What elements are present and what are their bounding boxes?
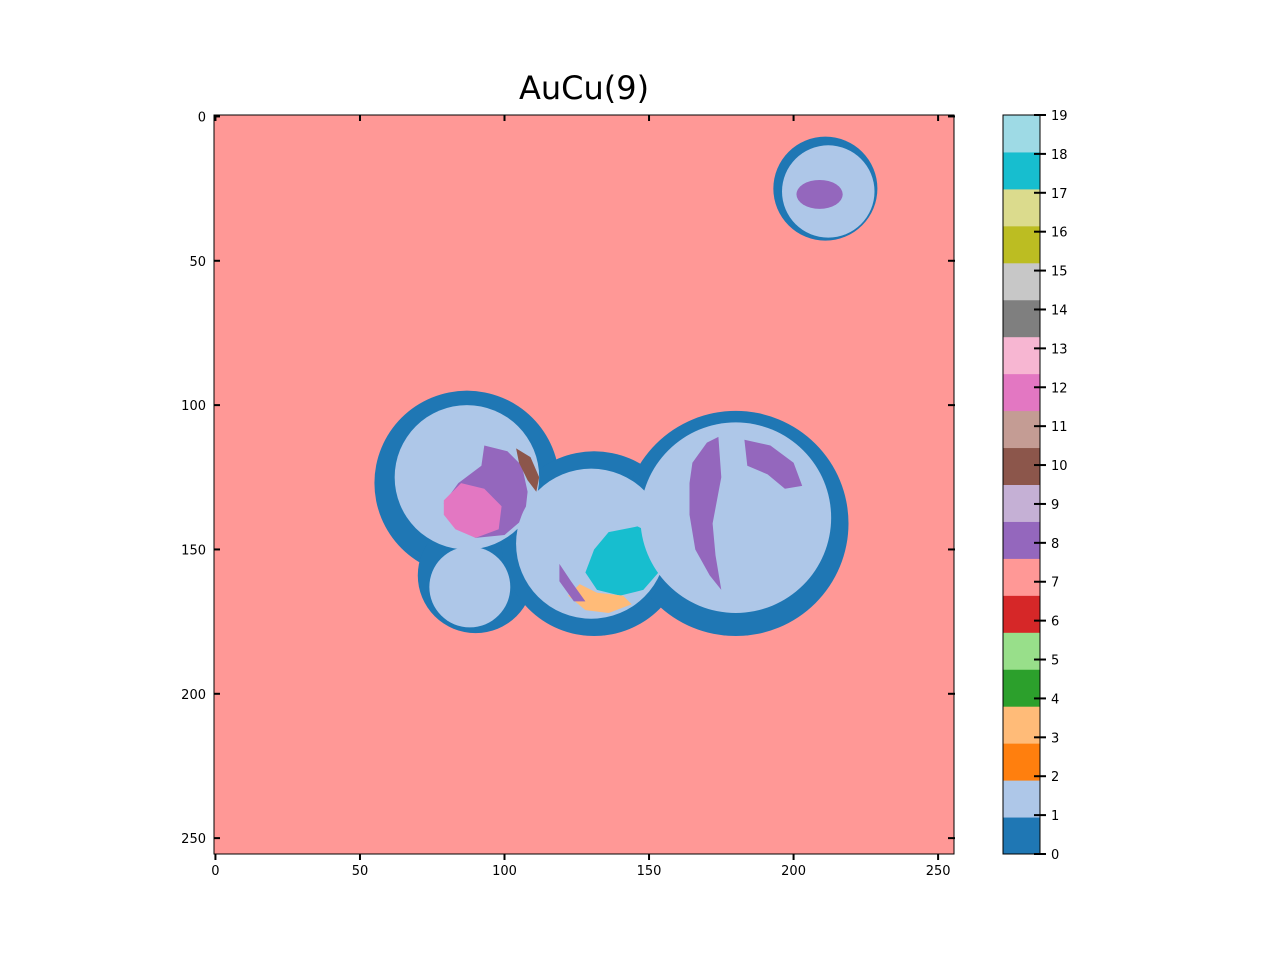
x-tick-label-150: 150 bbox=[637, 864, 662, 879]
colorbar-tick-label-12: 12 bbox=[1051, 381, 1068, 396]
x-tick-label-250: 250 bbox=[926, 864, 951, 879]
x-tick-label-50: 50 bbox=[352, 864, 369, 879]
colorbar-swatch-13 bbox=[1003, 336, 1040, 375]
colorbar-swatch-4 bbox=[1003, 669, 1040, 707]
heatmap-region-15 bbox=[559, 563, 586, 602]
colorbar-tick-label-14: 14 bbox=[1051, 303, 1068, 318]
colorbar-swatch-0 bbox=[1003, 817, 1040, 855]
heatmap-region-10 bbox=[516, 448, 540, 492]
colorbar-tick-label-3: 3 bbox=[1051, 731, 1059, 746]
colorbar-swatch-1 bbox=[1003, 780, 1040, 818]
y-tick-label-0: 0 bbox=[198, 110, 206, 125]
colorbar-swatch-7 bbox=[1003, 558, 1040, 596]
colorbar-swatch-11 bbox=[1003, 410, 1040, 449]
colorbar-tick-label-17: 17 bbox=[1051, 187, 1068, 202]
heatmap-image bbox=[214, 115, 954, 854]
colorbar-swatch-3 bbox=[1003, 706, 1040, 744]
colorbar-swatch-19 bbox=[1003, 115, 1040, 153]
colorbar-tick-label-19: 19 bbox=[1051, 109, 1068, 124]
y-tick-label-150: 150 bbox=[181, 543, 206, 558]
colorbar-tick-label-4: 4 bbox=[1051, 692, 1059, 707]
heatmap-region-17 bbox=[689, 436, 722, 590]
colorbar bbox=[1003, 115, 1040, 855]
colorbar-swatch-6 bbox=[1003, 595, 1040, 633]
y-tick-label-50: 50 bbox=[189, 255, 206, 270]
colorbar-frame bbox=[1002, 114, 1041, 855]
colorbar-swatch-14 bbox=[1003, 299, 1040, 338]
colorbar-swatch-8 bbox=[1003, 521, 1040, 559]
heatmap-region-13 bbox=[585, 526, 664, 596]
colorbar-swatch-12 bbox=[1003, 373, 1040, 412]
colorbar-tick-label-6: 6 bbox=[1051, 615, 1059, 630]
colorbar-tick-label-10: 10 bbox=[1051, 459, 1068, 474]
heatmap-region-11 bbox=[429, 546, 511, 628]
y-tick-label-250: 250 bbox=[181, 832, 206, 847]
heatmap-region-2 bbox=[796, 179, 843, 209]
colorbar-tick-label-1: 1 bbox=[1051, 809, 1059, 824]
colorbar-tick-label-11: 11 bbox=[1051, 420, 1068, 435]
colorbar-swatch-15 bbox=[1003, 262, 1040, 301]
colorbar-swatch-18 bbox=[1003, 151, 1040, 190]
colorbar-tick-label-15: 15 bbox=[1051, 265, 1068, 280]
colorbar-tick-label-16: 16 bbox=[1051, 226, 1068, 241]
colorbar-tick-label-2: 2 bbox=[1051, 770, 1059, 785]
y-tick-label-100: 100 bbox=[181, 399, 206, 414]
colorbar-swatch-16 bbox=[1003, 225, 1040, 264]
colorbar-tick-label-13: 13 bbox=[1051, 342, 1068, 357]
heatmap-region-14 bbox=[568, 584, 632, 613]
heatmap-region-9 bbox=[443, 483, 502, 538]
colorbar-tick-label-9: 9 bbox=[1051, 498, 1059, 513]
colorbar-swatch-2 bbox=[1003, 743, 1040, 781]
x-tick-label-200: 200 bbox=[781, 864, 806, 879]
x-tick-label-100: 100 bbox=[492, 864, 517, 879]
colorbar-tick-label-8: 8 bbox=[1051, 537, 1059, 552]
colorbar-swatch-9 bbox=[1003, 484, 1040, 522]
axis-ticks: 0 50 100 150 200 250 0 50 100 150 200 250 bbox=[181, 110, 955, 879]
colorbar-tick-label-5: 5 bbox=[1051, 654, 1059, 669]
heatmap-region-16 bbox=[640, 422, 832, 613]
colorbar-swatch-5 bbox=[1003, 632, 1040, 670]
colorbar-tick-label-0: 0 bbox=[1051, 848, 1059, 863]
colorbar-tick-label-18: 18 bbox=[1051, 148, 1068, 163]
plot-frame bbox=[213, 114, 955, 855]
chart-title: AuCu(9) bbox=[519, 69, 649, 107]
x-tick-label-0: 0 bbox=[211, 864, 219, 879]
colorbar-swatch-10 bbox=[1003, 447, 1040, 485]
heatmap-region-18 bbox=[744, 439, 803, 489]
y-tick-label-200: 200 bbox=[181, 688, 206, 703]
colorbar-tick-label-7: 7 bbox=[1051, 576, 1059, 591]
colorbar-swatch-17 bbox=[1003, 188, 1040, 227]
